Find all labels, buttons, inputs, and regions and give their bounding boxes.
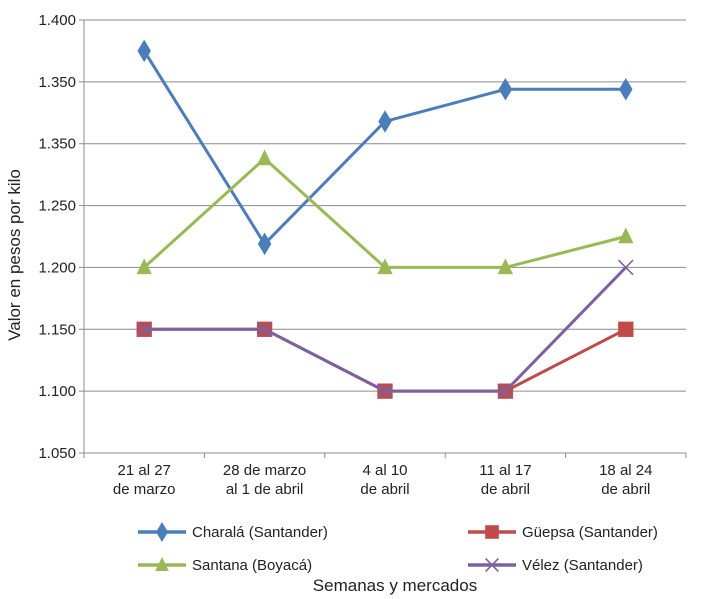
x-axis-ticks: 21 al 27 de marzo 28 de marzo al 1 de abril… bbox=[83, 453, 687, 498]
data-point bbox=[256, 149, 273, 166]
y-tick-label: 1.100 bbox=[38, 383, 76, 400]
series-square bbox=[136, 321, 634, 399]
data-point bbox=[136, 258, 152, 275]
y-tick-label: 1.150 bbox=[38, 321, 76, 338]
legend-item: Vélez (Santander) bbox=[468, 557, 643, 574]
legend-label: Güepsa (Santander) bbox=[522, 524, 658, 541]
y-tick-label: 1.350 bbox=[38, 74, 76, 91]
x-tick-label: 28 de marzo al 1 de abril bbox=[223, 462, 306, 498]
data-point bbox=[377, 383, 393, 399]
data-point bbox=[485, 525, 499, 539]
x-tick-label: 11 al 17 de abril bbox=[479, 462, 531, 498]
series-line bbox=[144, 327, 627, 393]
data-point bbox=[137, 39, 151, 63]
x-tick-label: 4 al 10 de abril bbox=[360, 462, 409, 498]
legend: Charalá (Santander) Güepsa (Santander) San… bbox=[138, 522, 658, 574]
data-point bbox=[619, 78, 633, 101]
data-point bbox=[155, 557, 169, 571]
data-point bbox=[618, 259, 634, 276]
data-point bbox=[257, 232, 272, 256]
gridlines bbox=[79, 19, 686, 454]
series-diamond bbox=[137, 39, 633, 256]
data-point bbox=[497, 383, 514, 399]
legend-item: Santana (Boyacá) bbox=[138, 557, 312, 574]
series-line bbox=[142, 50, 626, 246]
x-tick-label: 18 al 24 de abril bbox=[599, 462, 652, 498]
y-tick-label: 1.250 bbox=[38, 198, 76, 215]
data-point bbox=[377, 258, 393, 275]
y-tick-label: 1.200 bbox=[38, 259, 76, 276]
y-axis-ticks: 1.050 1.100 1.150 1.200 1.250 1.350 1.350 1.400 bbox=[38, 12, 76, 462]
data-point bbox=[378, 110, 392, 133]
legend-label: Charalá (Santander) bbox=[192, 524, 328, 541]
data-point bbox=[618, 321, 634, 337]
legend-item: Güepsa (Santander) bbox=[468, 524, 658, 541]
y-axis-title: Valor en pesos por kilo bbox=[5, 169, 24, 341]
data-point bbox=[618, 227, 634, 244]
data-point bbox=[136, 321, 152, 338]
data-point bbox=[256, 321, 273, 338]
data-point bbox=[485, 558, 499, 572]
series-triangle bbox=[136, 149, 634, 275]
legend-label: Vélez (Santander) bbox=[522, 557, 643, 574]
data-point bbox=[156, 522, 168, 542]
legend-item: Charalá (Santander) bbox=[138, 522, 328, 542]
x-tick-label: 21 al 27 de marzo bbox=[113, 462, 176, 498]
data-point bbox=[497, 258, 514, 275]
series-x bbox=[136, 259, 634, 399]
data-point bbox=[498, 78, 513, 101]
x-axis-title: Semanas y mercados bbox=[313, 576, 477, 595]
y-tick-label: 1.350 bbox=[38, 136, 76, 153]
series-layer bbox=[136, 39, 634, 399]
y-tick-label: 1.050 bbox=[38, 445, 76, 462]
legend-label: Santana (Boyacá) bbox=[192, 557, 312, 574]
series-line bbox=[143, 157, 627, 269]
y-tick-label: 1.400 bbox=[38, 12, 76, 29]
